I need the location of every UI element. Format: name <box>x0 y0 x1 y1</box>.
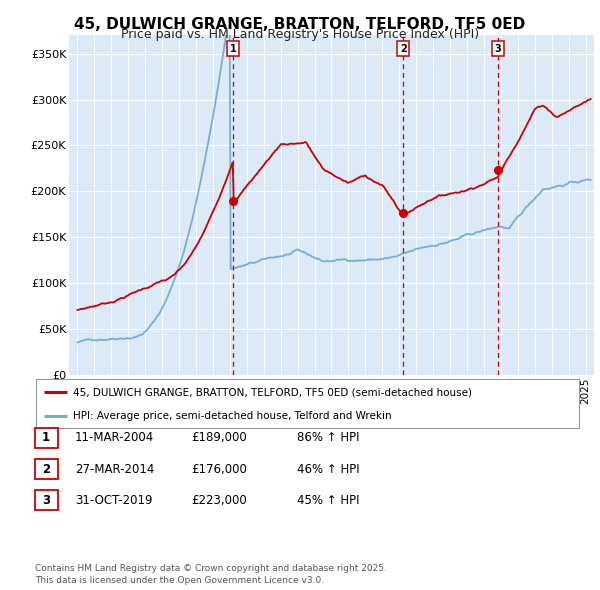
Text: Contains HM Land Registry data © Crown copyright and database right 2025.
This d: Contains HM Land Registry data © Crown c… <box>35 564 386 585</box>
Text: HPI: Average price, semi-detached house, Telford and Wrekin: HPI: Average price, semi-detached house,… <box>73 411 392 421</box>
Text: 31-OCT-2019: 31-OCT-2019 <box>75 494 152 507</box>
Text: 3: 3 <box>494 44 502 54</box>
Text: £176,000: £176,000 <box>191 463 247 476</box>
Text: 86% ↑ HPI: 86% ↑ HPI <box>297 431 359 444</box>
Text: 11-MAR-2004: 11-MAR-2004 <box>75 431 154 444</box>
Text: 1: 1 <box>42 431 50 444</box>
Text: 2: 2 <box>400 44 407 54</box>
Text: Price paid vs. HM Land Registry's House Price Index (HPI): Price paid vs. HM Land Registry's House … <box>121 28 479 41</box>
Text: 45, DULWICH GRANGE, BRATTON, TELFORD, TF5 0ED (semi-detached house): 45, DULWICH GRANGE, BRATTON, TELFORD, TF… <box>73 388 472 398</box>
Text: £189,000: £189,000 <box>191 431 247 444</box>
Text: 45% ↑ HPI: 45% ↑ HPI <box>297 494 359 507</box>
Text: 2: 2 <box>42 463 50 476</box>
Text: £223,000: £223,000 <box>191 494 247 507</box>
Text: 27-MAR-2014: 27-MAR-2014 <box>75 463 154 476</box>
Text: 3: 3 <box>42 494 50 507</box>
Text: 46% ↑ HPI: 46% ↑ HPI <box>297 463 359 476</box>
Text: 1: 1 <box>230 44 236 54</box>
Text: 45, DULWICH GRANGE, BRATTON, TELFORD, TF5 0ED: 45, DULWICH GRANGE, BRATTON, TELFORD, TF… <box>74 17 526 31</box>
